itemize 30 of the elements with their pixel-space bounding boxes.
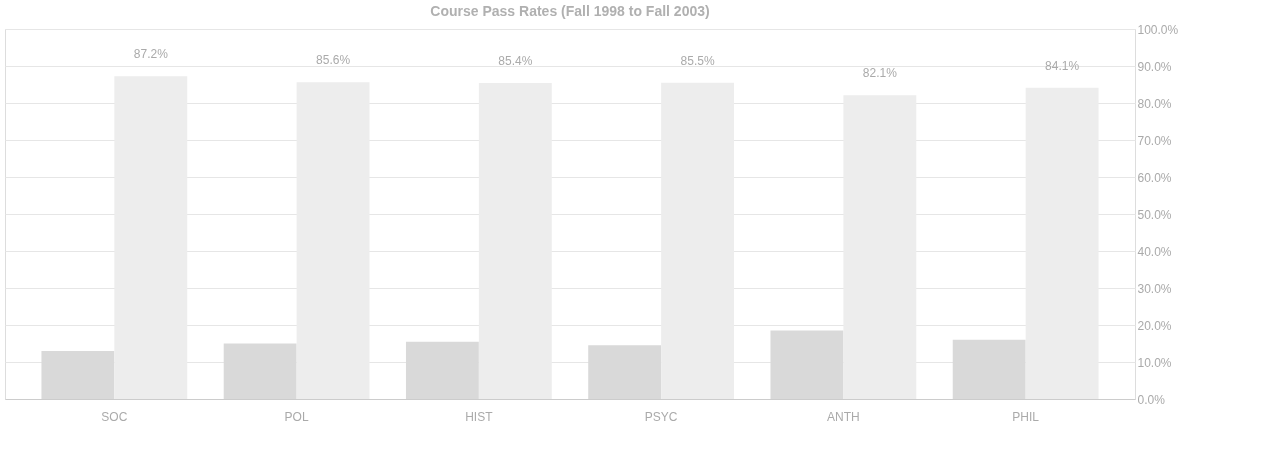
y-tick-label: 0.0% [1137,392,1166,407]
y-tick-label: 60.0% [1137,170,1172,185]
data-label: 85.4% [498,54,533,69]
y-tick-label: 100.0% [1137,22,1179,37]
data-label: 85.5% [680,53,715,68]
bar [405,341,479,399]
y-tick-label: 30.0% [1137,281,1172,296]
bar [41,350,115,399]
x-tick-label: PHIL [1012,409,1040,424]
y-tick-label: 80.0% [1137,96,1172,111]
y-tick-label: 20.0% [1137,318,1172,333]
y-tick-label: 50.0% [1137,207,1172,222]
bar [223,343,297,399]
chart-title: Course Pass Rates (Fall 1998 to Fall 2003) [430,3,710,19]
x-tick-label: HIST [465,409,494,424]
data-label: 85.6% [316,53,351,68]
data-label: 82.1% [862,66,898,81]
bar [588,345,662,399]
y-tick-label: 40.0% [1137,244,1172,259]
data-label: 87.2% [133,47,169,62]
y-tick-label: 70.0% [1137,133,1172,148]
x-tick-label: PSYC [644,409,678,424]
bar [770,330,844,399]
y-tick-label: 10.0% [1137,355,1172,370]
y-tick-label: 90.0% [1137,59,1172,74]
data-label: 84.1% [1045,58,1080,73]
x-tick-label: ANTH [827,409,860,424]
x-tick-label: POL [284,409,309,424]
bar [952,339,1026,399]
x-tick-label: SOC [101,409,128,424]
